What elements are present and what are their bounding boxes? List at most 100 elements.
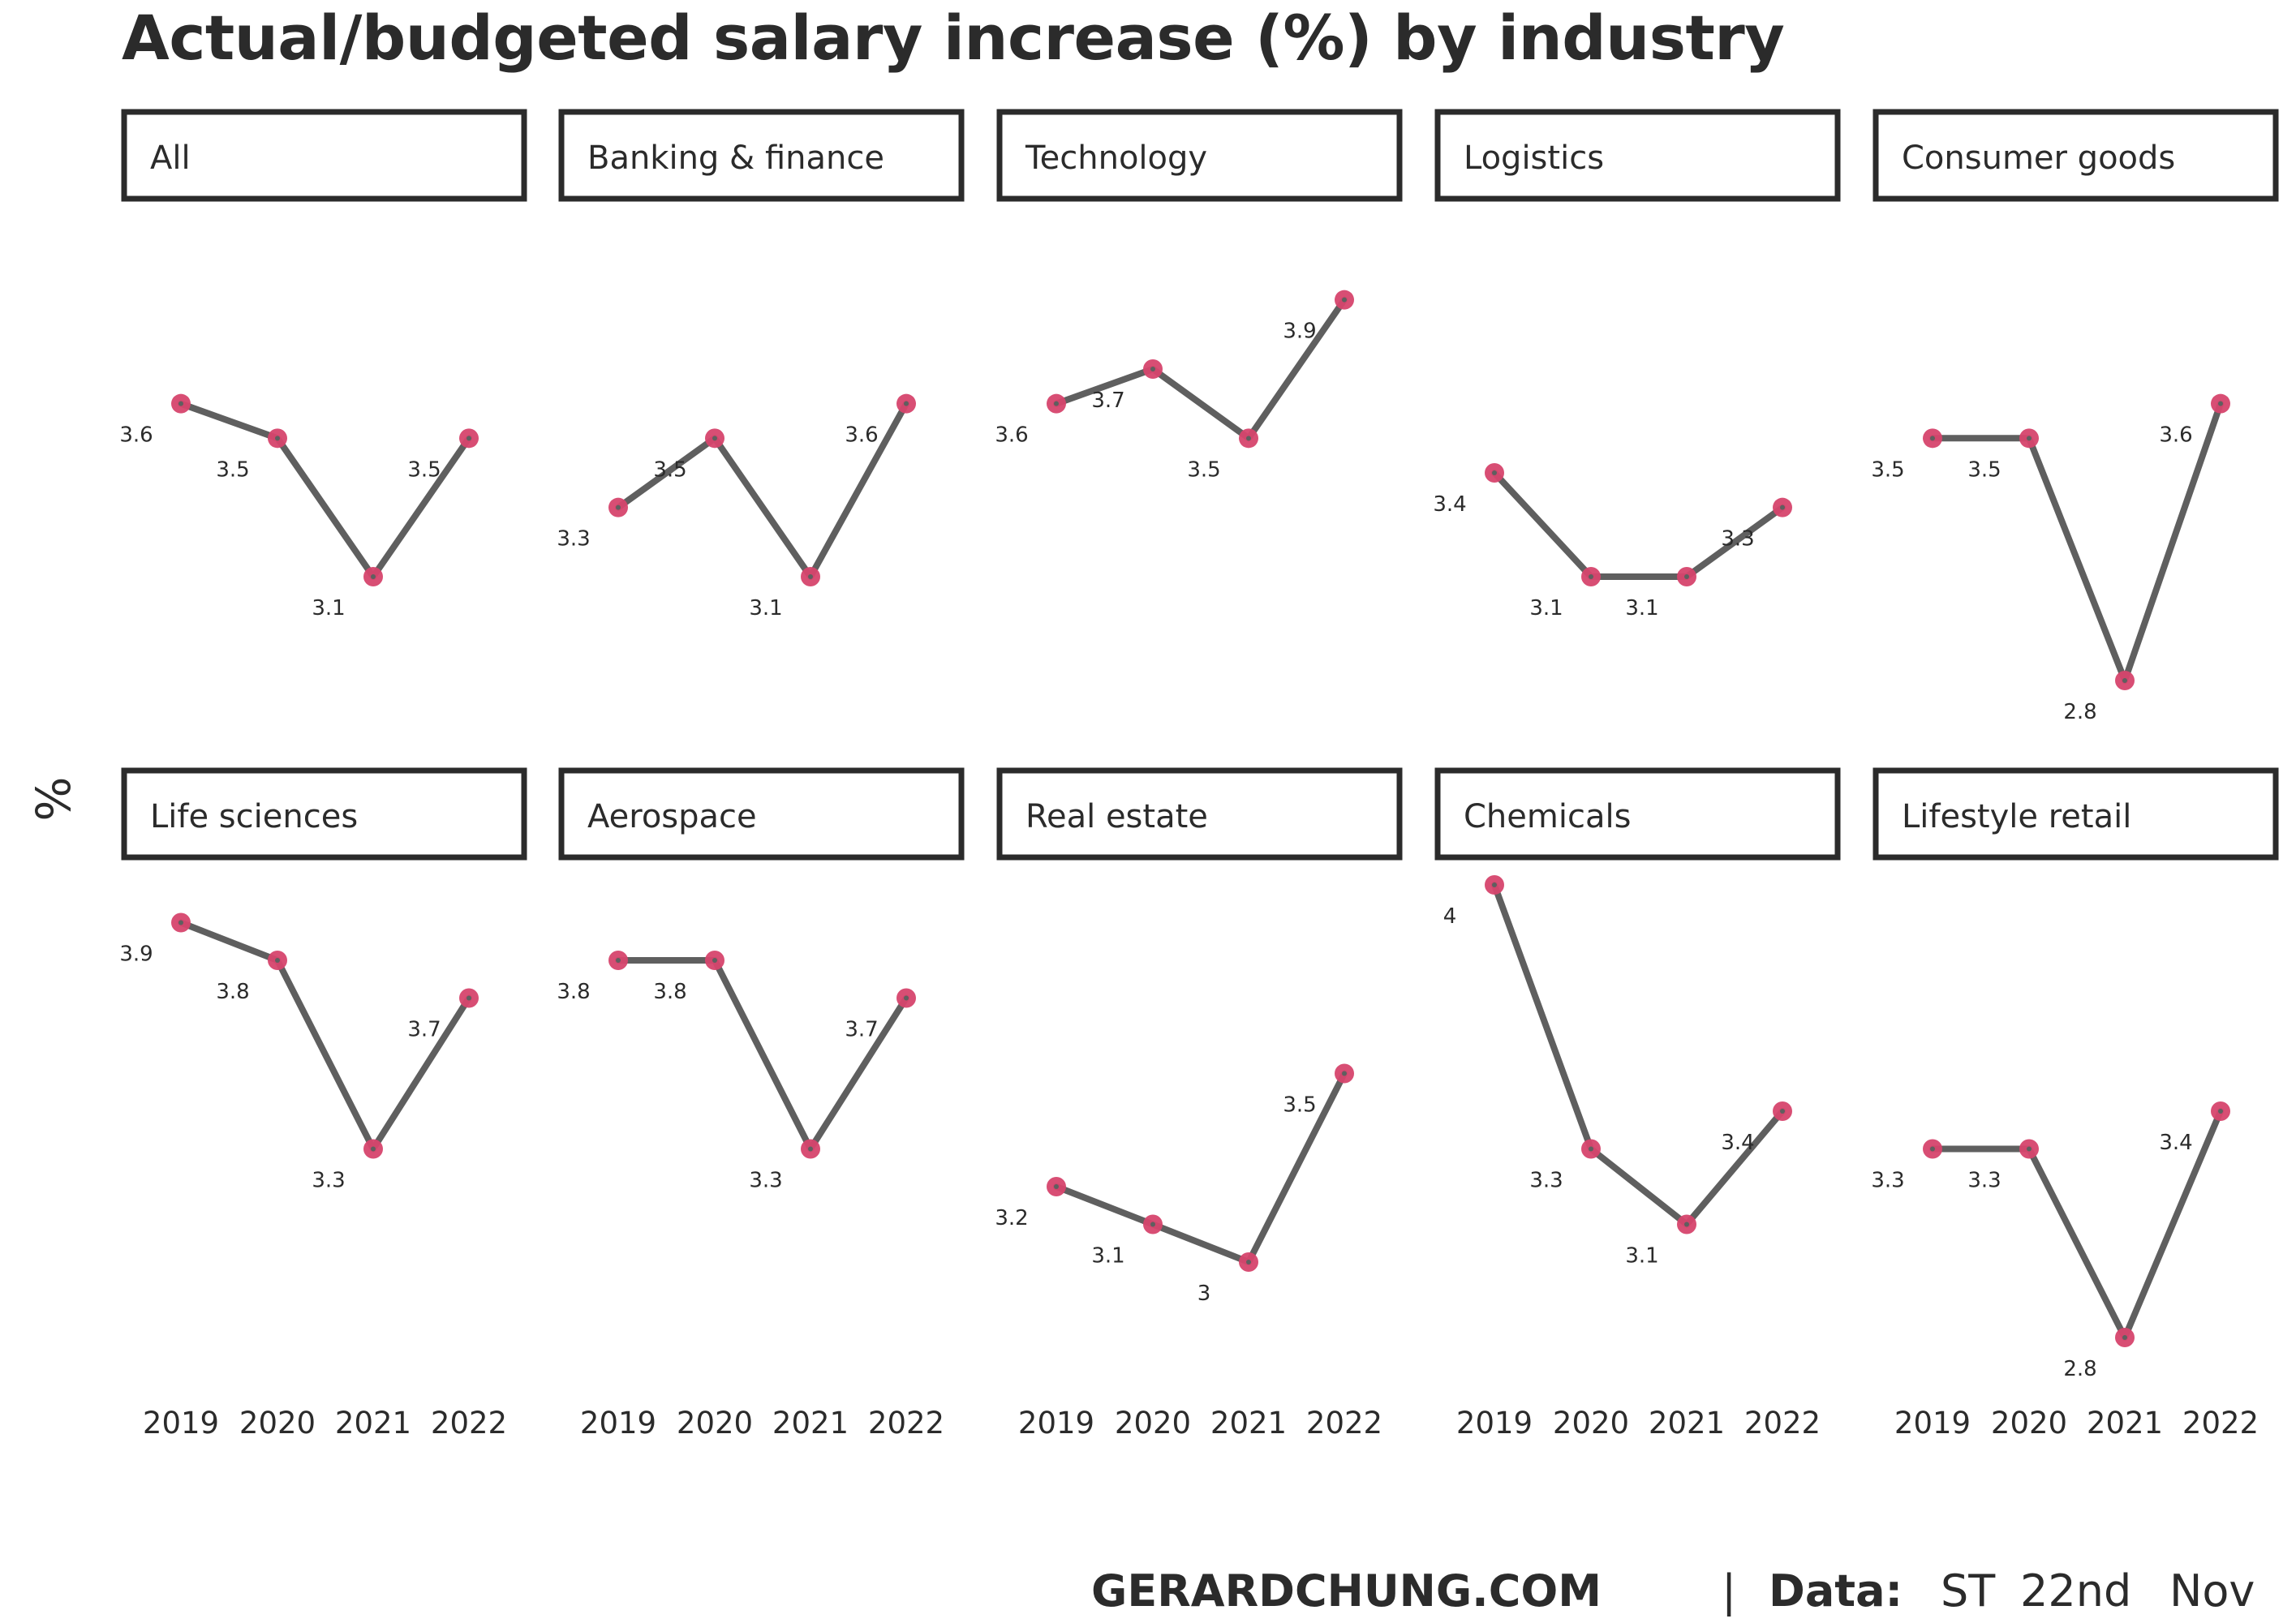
- facet-strip: [558, 767, 965, 861]
- facet-title: Real estate: [1025, 798, 1208, 835]
- series-line: [1053, 296, 1348, 442]
- facet-title: Chemicals: [1464, 798, 1631, 835]
- facet-strip: [1872, 109, 2279, 202]
- x-tick-label: 2020: [239, 1406, 316, 1441]
- data-point-center: [1684, 1222, 1689, 1227]
- data-point-center: [1150, 1222, 1155, 1227]
- series-line: [1491, 882, 1786, 1228]
- x-tick-label: 2019: [1456, 1406, 1533, 1441]
- data-point-center: [1492, 882, 1497, 887]
- x-tick-label: 2022: [868, 1406, 944, 1441]
- facet-title: Life sciences: [150, 798, 358, 835]
- data-point-center: [467, 995, 471, 1001]
- data-label: 3.3: [557, 527, 590, 552]
- x-tick-label: 2019: [143, 1406, 219, 1441]
- data-label: 3.7: [1091, 389, 1124, 413]
- data-point-center: [616, 958, 621, 963]
- data-label: 3.3: [312, 1169, 345, 1193]
- facet-title: Aerospace: [587, 798, 757, 835]
- data-label: 2.8: [2063, 1357, 2096, 1381]
- facet-strip: [121, 767, 527, 861]
- x-tick-label: 2020: [1553, 1406, 1629, 1441]
- series-line: [178, 919, 472, 1153]
- data-label: 3.3: [749, 1169, 782, 1193]
- facet-title: Consumer goods: [1902, 140, 2175, 177]
- data-label: 3: [1197, 1282, 1211, 1306]
- data-label: 3.3: [1529, 1169, 1563, 1193]
- x-tick-label: 2021: [1649, 1406, 1725, 1441]
- data-label: 4: [1443, 904, 1457, 929]
- x-tick-label: 2022: [1306, 1406, 1382, 1441]
- x-tick-label: 2019: [1018, 1406, 1094, 1441]
- data-point-center: [2122, 678, 2127, 683]
- data-label: 3.5: [653, 457, 686, 482]
- caption-source-word: ST: [1941, 1565, 1996, 1617]
- data-label: 3.3: [1871, 1169, 1904, 1193]
- x-tick-label: 2021: [1210, 1406, 1287, 1441]
- facet-title: Technology: [1025, 140, 1207, 177]
- data-label: 3.7: [407, 1018, 441, 1042]
- data-point-center: [467, 436, 471, 441]
- caption-site: GERARDCHUNG.COM: [1091, 1565, 1602, 1617]
- x-tick-label: 2020: [1115, 1406, 1191, 1441]
- data-point-center: [1150, 367, 1155, 371]
- data-point-center: [712, 436, 717, 441]
- x-tick-label: 2019: [580, 1406, 656, 1441]
- data-label: 3.4: [1433, 492, 1466, 517]
- facet-strip: [996, 767, 1403, 861]
- data-point-center: [178, 401, 183, 406]
- series-line: [1491, 470, 1786, 580]
- x-tick-label: 2020: [677, 1406, 753, 1441]
- data-point-center: [1930, 1146, 1935, 1152]
- data-label: 3.5: [407, 457, 441, 482]
- data-point-center: [712, 958, 717, 963]
- data-point-center: [1492, 470, 1497, 475]
- caption-separator: |: [1722, 1565, 1737, 1617]
- data-point-center: [1684, 574, 1689, 579]
- data-label: 3.4: [2159, 1131, 2192, 1155]
- x-tick-label: 2021: [335, 1406, 411, 1441]
- data-point-center: [808, 574, 813, 579]
- caption: GERARDCHUNG.COM | Data: ST 22nd Nov: [0, 1565, 2296, 1622]
- data-point-center: [371, 574, 376, 579]
- data-point-center: [1342, 1071, 1347, 1076]
- data-point-center: [2122, 1335, 2127, 1340]
- data-point-center: [1780, 1109, 1785, 1114]
- facet-strip: [996, 109, 1403, 202]
- series-line: [615, 400, 909, 580]
- data-point-center: [1589, 574, 1593, 579]
- data-label: 3.6: [845, 423, 878, 448]
- data-label: 3.5: [216, 457, 249, 482]
- data-point-center: [1054, 1184, 1059, 1189]
- data-point-center: [2027, 1146, 2032, 1152]
- x-tick-label: 2020: [1991, 1406, 2067, 1441]
- data-label: 3.6: [2159, 423, 2192, 448]
- series-line: [178, 400, 472, 580]
- data-label: 3.6: [119, 423, 153, 448]
- data-point-center: [1780, 505, 1785, 510]
- caption-data-label: Data:: [1769, 1565, 1903, 1617]
- data-label: 3.1: [1625, 596, 1658, 620]
- data-label: 3.2: [995, 1206, 1028, 1230]
- data-label: 3.8: [557, 980, 590, 1004]
- data-label: 3.5: [1283, 1093, 1316, 1118]
- data-label: 3.5: [1187, 457, 1220, 482]
- series-line: [615, 957, 909, 1153]
- data-point-center: [275, 436, 280, 441]
- data-point-center: [2027, 436, 2032, 441]
- caption-source-word: Nov: [2169, 1565, 2255, 1617]
- data-label: 3.8: [653, 980, 686, 1004]
- data-label: 3.1: [749, 596, 782, 620]
- chart-title: Actual/budgeted salary increase (%) by i…: [122, 2, 1785, 74]
- x-tick-label: 2021: [2087, 1406, 2163, 1441]
- series-line: [1053, 1070, 1348, 1265]
- data-label: 3.1: [1091, 1244, 1124, 1269]
- data-point-center: [275, 958, 280, 963]
- data-label: 3.5: [1871, 457, 1904, 482]
- data-point-center: [808, 1146, 813, 1152]
- data-label: 3.5: [1967, 457, 2001, 482]
- facet-strip: [1434, 109, 1841, 202]
- x-tick-label: 2022: [2182, 1406, 2259, 1441]
- x-tick-label: 2022: [431, 1406, 507, 1441]
